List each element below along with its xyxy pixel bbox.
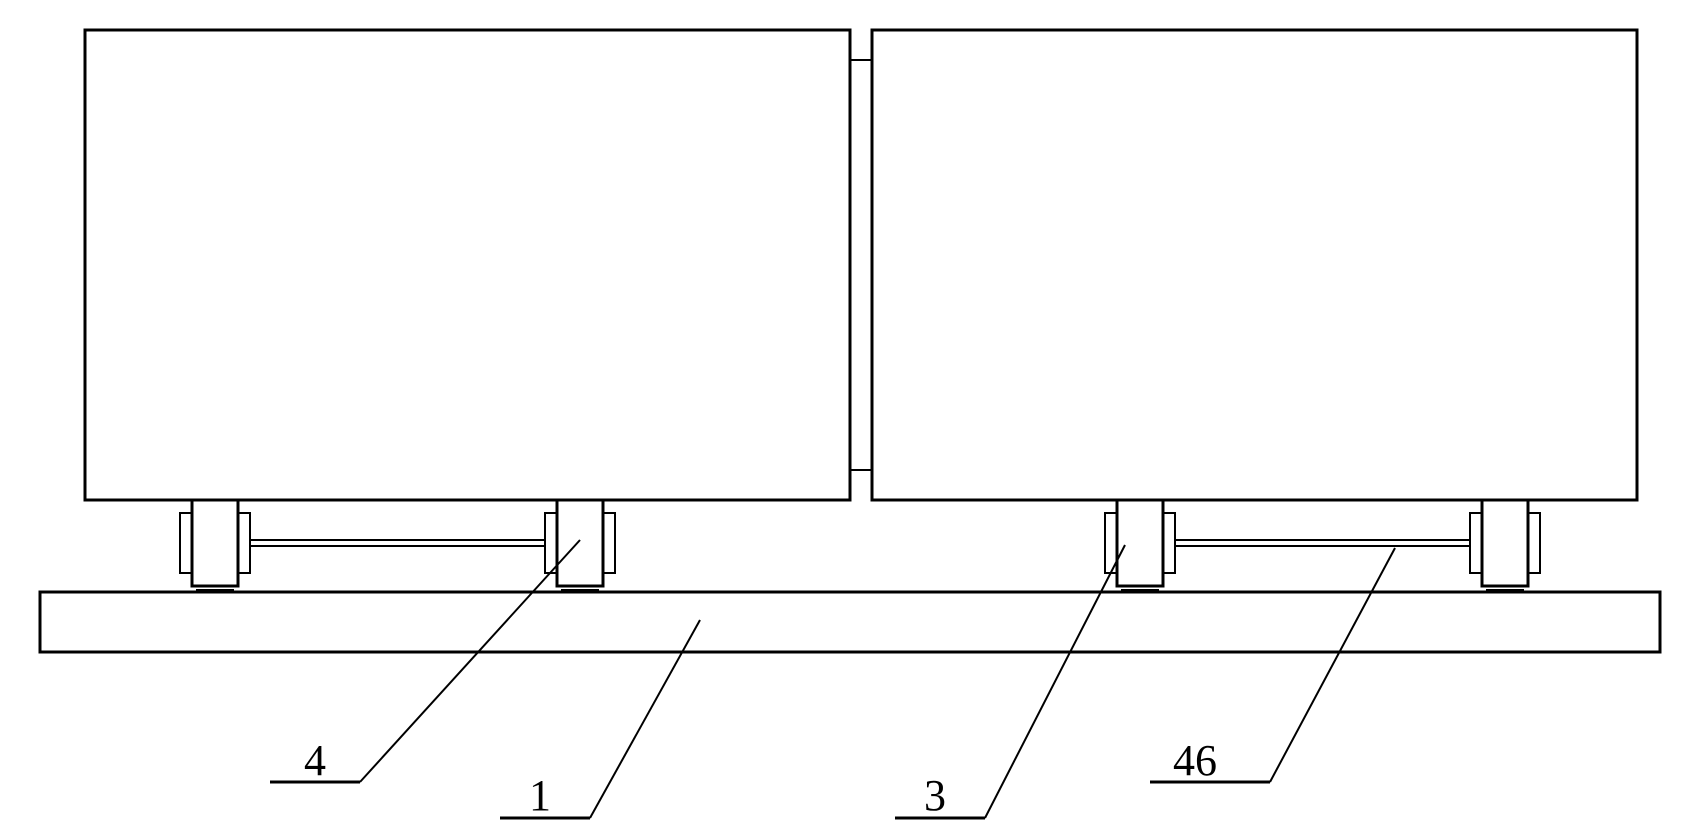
wheel-block: [1482, 500, 1528, 586]
box-right: [872, 30, 1637, 500]
wheel-flange-right: [603, 513, 615, 573]
leader-46: [1270, 548, 1395, 782]
wheel-block: [557, 500, 603, 586]
wheel-left-b: [545, 500, 615, 590]
leader-4: [360, 540, 580, 782]
label-4: 4: [304, 736, 326, 785]
wheel-block: [192, 500, 238, 586]
box-left: [85, 30, 850, 500]
label-46: 46: [1173, 736, 1217, 785]
wheel-flange-right: [1528, 513, 1540, 573]
label-1: 1: [529, 771, 551, 820]
wheel-flange-left: [180, 513, 192, 573]
wheel-right-a: [1105, 500, 1175, 590]
wheel-block: [1117, 500, 1163, 586]
label-3: 3: [924, 771, 946, 820]
wheel-flange-right: [1163, 513, 1175, 573]
engineering-diagram: 4 1 3 46: [0, 0, 1706, 825]
leader-1: [590, 620, 700, 818]
leader-3: [985, 545, 1125, 818]
base-slab: [40, 592, 1660, 652]
wheel-flange-left: [1470, 513, 1482, 573]
wheel-flange-right: [238, 513, 250, 573]
wheel-left-a: [180, 500, 250, 590]
wheel-flange-left: [545, 513, 557, 573]
wheel-right-b: [1470, 500, 1540, 590]
